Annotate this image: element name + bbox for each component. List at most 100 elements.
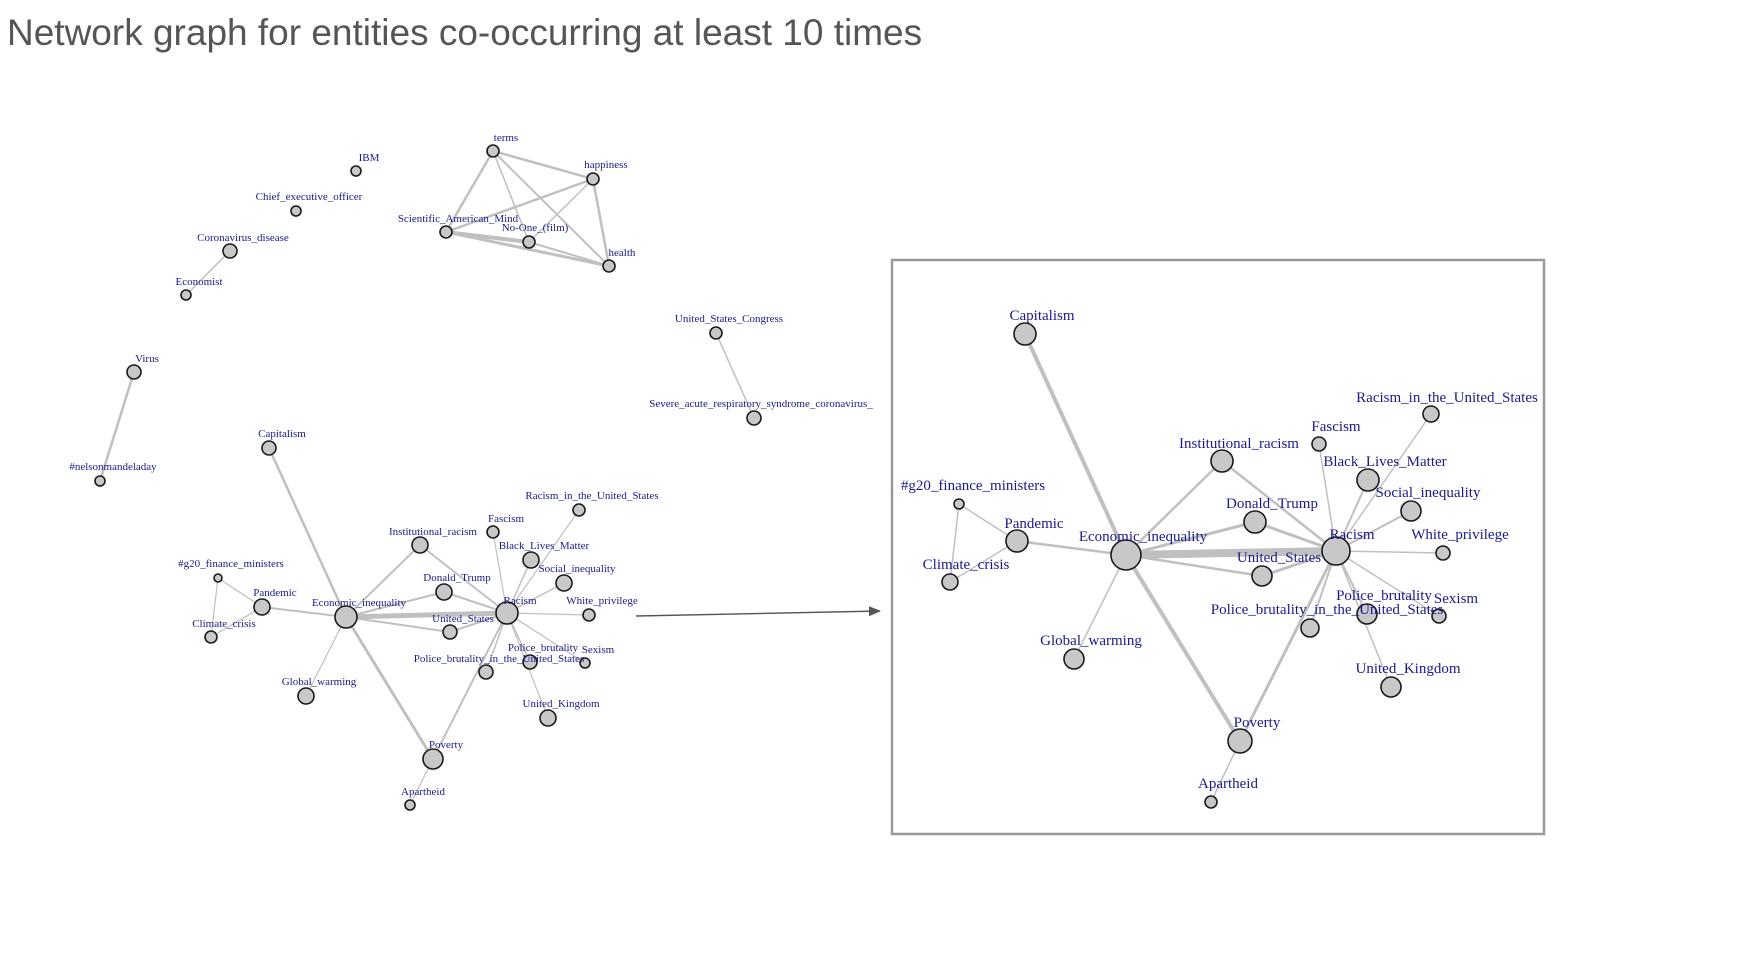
zoom-edge-g20-climate — [949, 503, 960, 583]
zoom-node-policebrut — [1356, 603, 1378, 625]
zoom-node-pandemic — [1005, 529, 1029, 553]
main-edge-econineq-trump — [345, 591, 445, 618]
main-node-racism — [495, 601, 519, 625]
zoom-label-pandemic: Pandemic — [1004, 516, 1063, 532]
main-edge-econineq-racism — [343, 610, 510, 620]
zoom-label-blm: Black_Lives_Matter — [1323, 454, 1446, 470]
zoom-label-climate: Climate_crisis — [923, 557, 1010, 573]
main-node-terms — [486, 144, 500, 158]
main-node-sam — [439, 225, 453, 239]
main-node-climate — [204, 630, 218, 644]
main-node-apartheid — [404, 799, 416, 811]
main-label-terms: terms — [494, 132, 518, 144]
zoom-label-fascism: Fascism — [1311, 419, 1361, 435]
main-node-ibm — [350, 165, 362, 177]
main-label-uk: United_Kingdom — [523, 698, 600, 710]
zoom-node-econineq — [1110, 539, 1142, 571]
zoom-edge-instracism-racism — [1220, 459, 1338, 553]
main-edge-racism-whitepriv — [506, 612, 590, 616]
main-edge-covid-economist — [185, 250, 231, 296]
zoom-label-apartheid: Apartheid — [1198, 776, 1258, 792]
zoom-edge-racism-sexism — [1335, 550, 1440, 617]
main-node-econineq — [334, 605, 358, 629]
zoom-edge-capitalism-econineq — [1023, 332, 1128, 557]
zoom-label-policebrut: Police_brutality — [1336, 588, 1432, 604]
zoom-node-fascism — [1311, 436, 1327, 452]
main-node-pandemic — [253, 598, 271, 616]
main-node-usc — [709, 326, 723, 340]
main-label-noone: No-One_(film) — [502, 222, 569, 234]
main-label-happiness: happiness — [584, 159, 627, 171]
zoom-label-trump: Donald_Trump — [1226, 496, 1318, 512]
main-edge-virus-nmday — [98, 370, 136, 483]
main-node-nmday — [94, 475, 106, 487]
main-label-sam: Scientific_American_Mind — [398, 213, 519, 225]
zoom-label-capitalism: Capitalism — [1010, 308, 1075, 324]
zoom-node-blm — [1356, 468, 1380, 492]
zoom-edge-pandemic-climate — [949, 540, 1018, 583]
zoom-edge-econineq-racism — [1122, 547, 1340, 559]
main-node-sexism — [579, 657, 591, 669]
main-edge-pandemic-econineq — [261, 606, 347, 618]
main-edge-terms-sam — [444, 149, 495, 234]
zoom-edge-racism-poverty — [1238, 549, 1338, 743]
zoom-node-instracism — [1210, 449, 1234, 473]
main-label-g20: #g20_finance_ministers — [178, 558, 284, 570]
main-label-sexism: Sexism — [582, 644, 615, 656]
main-label-trump: Donald_Trump — [423, 572, 491, 584]
main-edge-econineq-us — [345, 616, 451, 633]
zoom-inset-frame — [890, 258, 1546, 836]
main-label-covid: Coronavirus_disease — [197, 232, 289, 244]
main-edge-instracism-racism — [419, 544, 508, 614]
main-node-globalwarming — [297, 687, 315, 705]
main-node-economist — [180, 289, 192, 301]
zoom-label-uk: United_Kingdom — [1356, 661, 1461, 677]
main-edge-pandemic-climate — [210, 606, 263, 638]
main-label-globalwarming: Global_warming — [282, 676, 357, 688]
main-label-ibm: IBM — [359, 152, 380, 164]
main-node-g20 — [213, 573, 223, 583]
zoom-label-racism: Racism — [1330, 527, 1375, 543]
zoom-label-socineq: Social_inequality — [1376, 485, 1481, 501]
main-label-instracism: Institutional_racism — [389, 526, 477, 538]
main-edge-noone-health — [528, 241, 610, 267]
main-label-racism: Racism — [504, 595, 537, 607]
main-label-pandemic: Pandemic — [253, 587, 296, 599]
zoom-node-socineq — [1400, 500, 1422, 522]
zoom-label-poverty: Poverty — [1234, 715, 1281, 731]
main-edge-g20-climate — [210, 577, 219, 638]
main-node-blm — [522, 551, 540, 569]
page-title: Network graph for entities co-occurring … — [7, 12, 923, 53]
main-node-covid — [222, 243, 238, 259]
main-edge-racism-sexism — [506, 612, 586, 664]
zoom-node-trump — [1243, 510, 1267, 534]
zoom-node-apartheid — [1204, 795, 1218, 809]
zoom-node-racismus — [1422, 405, 1440, 423]
main-edge-happiness-health — [591, 177, 611, 268]
zoom-label-us: United_States — [1237, 550, 1321, 566]
main-node-us — [442, 624, 458, 640]
zoom-edge-econineq-trump — [1124, 520, 1257, 557]
zoom-node-policebrutus — [1300, 618, 1320, 638]
zoom-node-globalwarming — [1063, 648, 1085, 670]
zoom-arrow — [635, 606, 881, 617]
main-node-whitepriv — [582, 608, 596, 622]
main-edge-racism-fascism — [492, 531, 508, 614]
main-node-virus — [126, 364, 142, 380]
main-edge-econineq-instracism — [345, 544, 421, 618]
main-node-health — [602, 259, 616, 273]
main-label-whitepriv: White_privilege — [566, 595, 638, 607]
main-node-sars — [746, 410, 762, 426]
zoom-edge-racism-fascism — [1318, 443, 1337, 552]
main-label-blm: Black_Lives_Matter — [499, 540, 590, 552]
zoom-label-globalwarming: Global_warming — [1040, 633, 1142, 649]
zoom-node-sexism — [1431, 608, 1447, 624]
main-node-poverty — [422, 748, 444, 770]
main-node-policebrut — [522, 654, 538, 670]
zoom-edge-racism-racismus — [1335, 413, 1432, 552]
main-node-trump — [435, 583, 453, 601]
main-edge-terms-happiness — [491, 149, 595, 181]
main-node-happiness — [586, 172, 600, 186]
main-edge-happiness-sam — [444, 177, 595, 234]
main-node-instracism — [411, 536, 429, 554]
